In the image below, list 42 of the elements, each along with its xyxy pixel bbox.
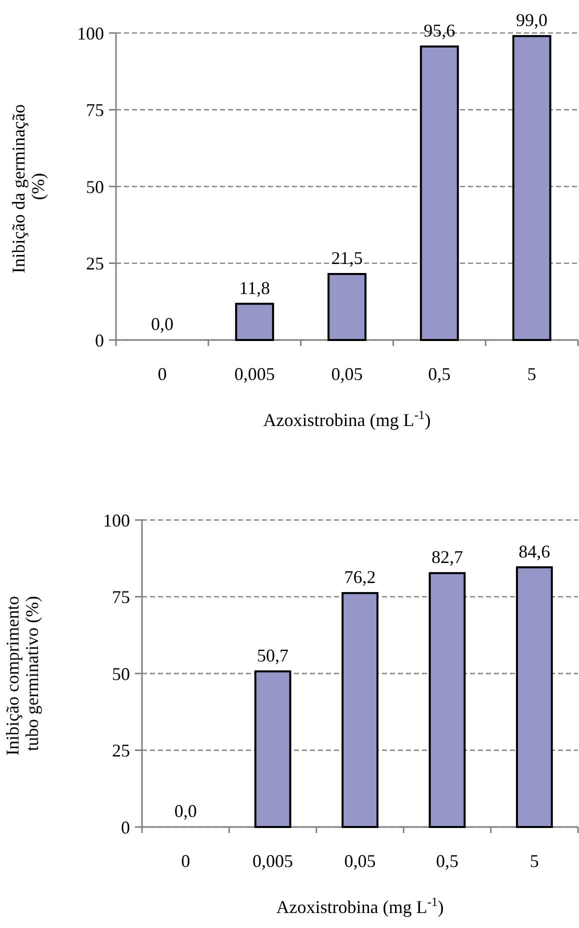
- bar: [342, 592, 378, 828]
- y-tick-label: 75: [112, 587, 130, 608]
- x-tick-label: 0,05: [331, 364, 363, 384]
- y-tick-label: 25: [86, 254, 104, 274]
- bar: [512, 35, 552, 341]
- x-tick-label: 0,005: [252, 851, 294, 871]
- x-axis-title: Azoxistrobina (mg L$^{-1}$): [263, 408, 431, 430]
- data-label: 76,2: [344, 567, 376, 588]
- x-tick-label: 0: [158, 364, 167, 384]
- y-tick-label: 50: [86, 176, 104, 197]
- bar: [328, 272, 366, 341]
- data-label: 95,6: [424, 20, 456, 41]
- y-axis-title: Inibição comprimento tubo germinativo (%): [2, 592, 42, 756]
- x-tick-label: 0,5: [428, 364, 451, 384]
- data-label: 0,0: [150, 314, 174, 334]
- data-label: 82,7: [431, 547, 463, 568]
- x-tick-label: 0: [181, 851, 190, 871]
- x-tick-label: 5: [530, 851, 539, 871]
- data-label: 99,0: [516, 10, 548, 30]
- x-axis-title: Azoxistrobina (mg L$^{-1}$): [276, 895, 444, 917]
- data-label: 50,7: [257, 645, 289, 666]
- x-tick-label: 0,05: [344, 851, 376, 871]
- y-tick-label: 0: [121, 817, 130, 838]
- x-tick-label: 0,5: [436, 851, 458, 871]
- y-tick-label: 100: [77, 23, 104, 44]
- data-label: 11,8: [239, 278, 270, 298]
- y-axis-title: Inibição da germinação (%): [8, 100, 48, 274]
- bar: [254, 670, 292, 828]
- y-tick-label: 100: [103, 510, 130, 530]
- bar: [428, 572, 466, 828]
- bar: [420, 46, 459, 341]
- y-tick-label: 50: [112, 664, 130, 684]
- x-tick-label: 0,005: [234, 364, 275, 384]
- bar: [516, 566, 553, 828]
- y-tick-label: 0: [95, 330, 104, 350]
- data-label: 0,0: [174, 801, 197, 821]
- y-tick-label: 75: [86, 100, 104, 120]
- data-label: 21,5: [331, 248, 363, 268]
- bar: [235, 302, 274, 341]
- x-tick-label: 5: [527, 364, 536, 384]
- y-tick-label: 25: [112, 740, 130, 761]
- data-label: 84,6: [518, 541, 550, 562]
